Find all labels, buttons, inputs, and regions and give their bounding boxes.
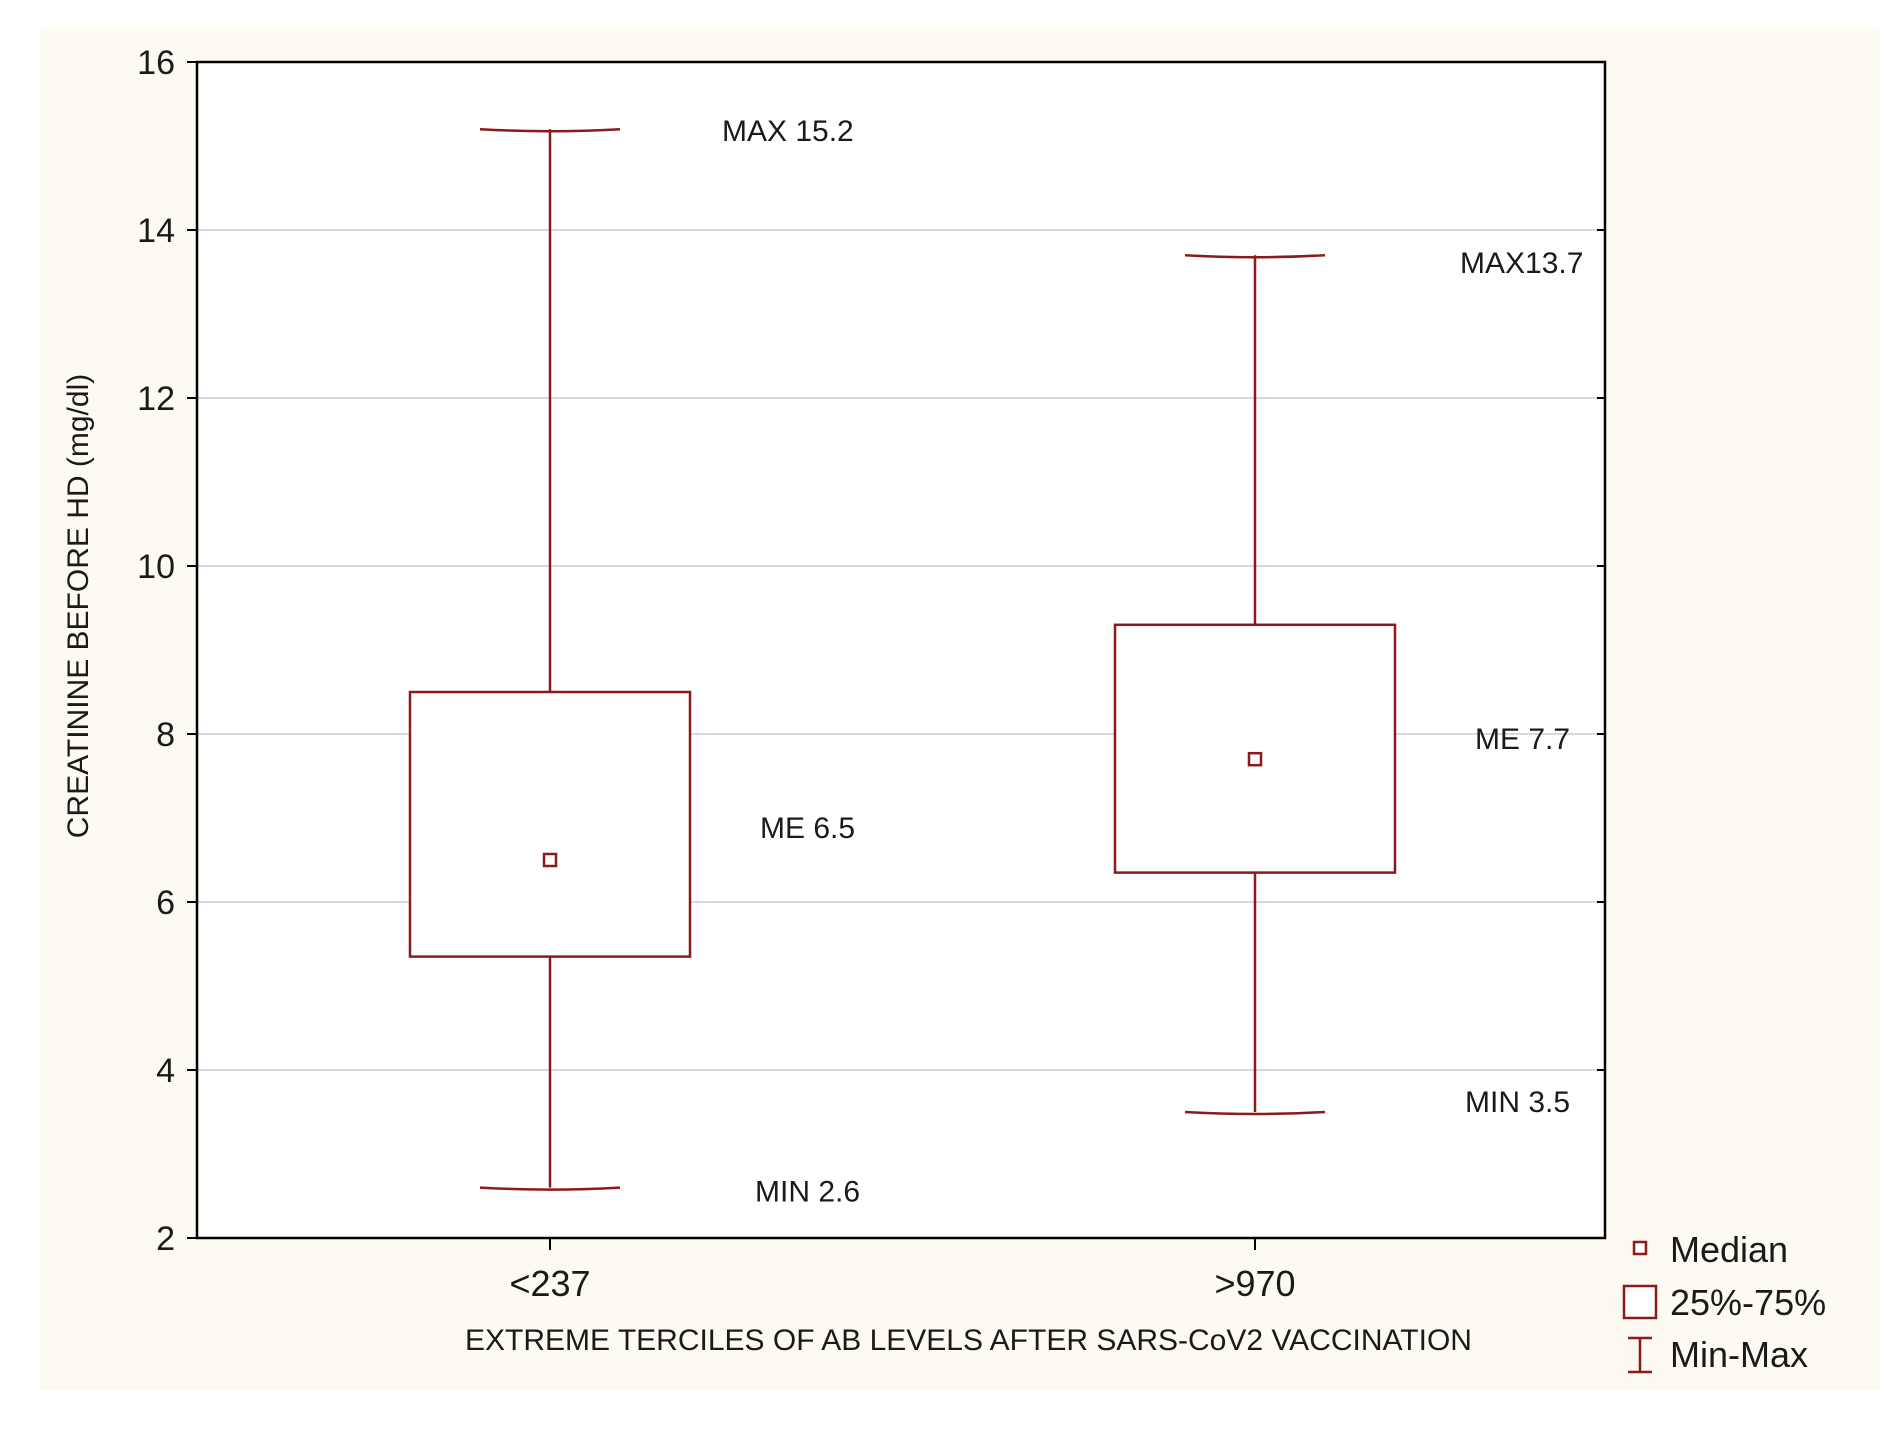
legend-box-label: 25%-75% [1670,1282,1826,1323]
cap-min [479,1186,621,1191]
median-marker [1247,751,1263,767]
y-tick-label: 8 [156,716,175,754]
value-annotation: MIN 3.5 [1465,1086,1570,1119]
y-tick-label: 12 [137,380,175,418]
plot-frame [195,60,1607,1240]
cap-max [1184,253,1326,259]
value-annotation: MIN 2.6 [755,1176,860,1209]
value-annotation: ME 6.5 [760,812,855,845]
value-annotation: ME 7.7 [1475,723,1570,756]
y-tick-label: 6 [156,884,175,922]
iqr-box [1113,623,1397,874]
cap-min [1184,1110,1326,1116]
y-tick-label: 16 [137,44,175,82]
value-annotation: MAX 15.2 [722,115,854,148]
legend-median-label: Median [1670,1229,1788,1270]
value-annotation: MAX13.7 [1460,247,1583,280]
cap-max [479,127,621,133]
legend-median-symbol [1632,1240,1648,1256]
legend-whisker-label: Min-Max [1670,1334,1808,1375]
x-tick-label: >970 [1214,1263,1295,1304]
median-marker [542,852,558,868]
x-axis-title: EXTREME TERCILES OF AB LEVELS AFTER SARS… [465,1324,1472,1357]
legend-box-symbol [1622,1284,1658,1320]
y-tick-label: 10 [137,548,175,586]
y-axis-title: CREATININE BEFORE HD (mg/dl) [62,374,95,839]
iqr-box [408,690,692,958]
x-tick-label: <237 [509,1263,590,1304]
y-tick-label: 4 [156,1052,175,1090]
y-tick-label: 2 [156,1220,175,1258]
y-tick-label: 14 [137,212,175,250]
